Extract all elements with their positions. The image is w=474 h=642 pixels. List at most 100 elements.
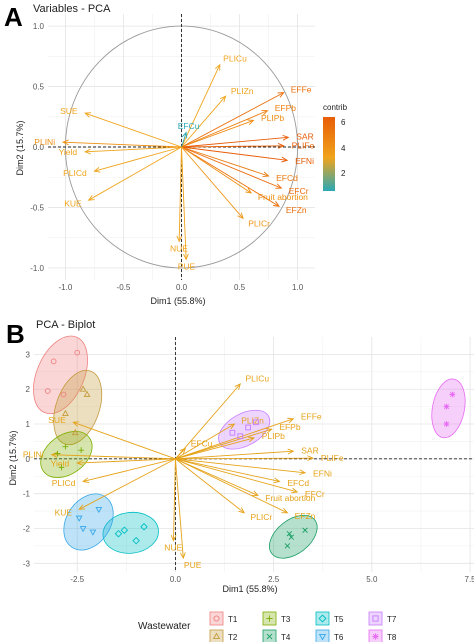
contrib-tick-2: 2 — [341, 169, 346, 178]
point-t2-4 — [62, 409, 69, 416]
panel-a-arrowhead-sar — [282, 134, 290, 141]
legend-label-t2: T2 — [228, 633, 238, 642]
point-t8-2 — [449, 391, 456, 398]
panel-b-label-efpb: EFPb — [279, 422, 301, 432]
panel-b-label-sue: SUE — [48, 415, 66, 425]
panel-a-x-tick-label: 0.5 — [234, 283, 246, 292]
panel-b-arrowhead-pue — [180, 552, 186, 560]
legend-label-t3: T3 — [281, 615, 291, 624]
point-t7-3 — [253, 419, 259, 426]
legend-symbol-t7 — [372, 615, 379, 622]
panel-b-arrowhead-plini — [50, 451, 58, 458]
panel-a-label-efcr: EFCr — [289, 186, 309, 196]
panel-b-y-tick-label: -2 — [23, 524, 31, 533]
panel-a-x-tick-label: 0.0 — [176, 283, 188, 292]
panel-a-arrow-plicd — [94, 146, 182, 172]
wastewater-legend: T1 T2 T3 T4 T5 T6 T7 T8 — [209, 611, 397, 642]
panel-a-arrow-sar — [181, 136, 289, 148]
panel-b-arrowhead-efpb — [265, 428, 273, 434]
panel-b-arrowhead-plicd — [82, 477, 90, 483]
panel-b-label-efcr: EFCr — [305, 489, 325, 499]
panel-b-arrow-nue — [173, 458, 176, 541]
panel-a-arrowhead-efpb — [261, 110, 269, 116]
panel-a-arrowhead-plicr — [237, 212, 244, 220]
panel-a-label-nue: NUE — [170, 243, 188, 253]
legend-symbol-t1 — [213, 615, 220, 622]
panel-b-arrowhead-yield — [76, 459, 83, 466]
panel-a-arrowhead-efni — [281, 156, 289, 163]
panel-b-arrowhead-efcr — [291, 487, 299, 494]
panel-b-arrow-plicd — [83, 458, 176, 482]
panel-a-arrowhead-plini — [61, 139, 69, 146]
panel-b-arrowhead-efcd — [273, 477, 281, 484]
panel-a-label-sar: SAR — [296, 132, 313, 142]
legend-key-t5 — [315, 611, 330, 626]
panel-b-label-nue: NUE — [164, 543, 182, 553]
panel-b-x-tick-label: 7.5 — [465, 575, 474, 584]
contrib-legend-title: contrib — [323, 103, 348, 112]
legend-label-t1: T1 — [228, 615, 238, 624]
panel-a-label-efcd: EFCd — [276, 173, 298, 183]
panel-b-title: PCA - Biplot — [36, 319, 95, 331]
panel-b-label-plicd: PLICd — [52, 478, 76, 488]
panel-b-arrowhead-sar — [287, 448, 295, 455]
panel-b-label-fruit-abortion: Fruit abortion — [265, 493, 315, 503]
panel-a-arrowhead-plizn — [219, 95, 227, 103]
variables-pca-chart: -1.0 -0.5 0.0 0.5 1.0 -1.0 -0.5 0.0 0.5 1.0 PLICu P… — [30, 14, 315, 292]
panel-a-arrowhead-yield — [84, 148, 91, 155]
panel-a-x-axis-title: Dim1 (55.8%) — [150, 296, 205, 306]
panel-b-y-axis-title: Dim2 (15.7%) — [8, 430, 18, 485]
panel-b-arrowhead-plife — [307, 455, 315, 462]
panel-b-x-axis-title: Dim1 (55.8%) — [222, 584, 277, 594]
panel-a-label-fruit-abortion: Fruit abortion — [258, 192, 308, 202]
panel-a-arrowhead-plife — [277, 142, 285, 149]
point-t3-2 — [54, 450, 61, 457]
panel-a-arrow-efni — [181, 146, 288, 161]
panel-b-x-tick-label: 2.5 — [268, 575, 280, 584]
point-t2-3 — [71, 428, 79, 436]
panel-b-arrowhead-sue — [72, 421, 80, 427]
panel-a-arrow-plizn — [181, 95, 226, 148]
panel-b-arrow-plicr — [175, 458, 245, 514]
panel-b-label-sar: SAR — [301, 446, 318, 456]
point-t7-4 — [245, 424, 251, 431]
panel-b-y-tick-label: -1 — [23, 490, 31, 499]
panel-a-label-kue: KUE — [64, 199, 82, 209]
panel-b-arrowhead-kue — [78, 504, 86, 510]
group-ellipse-t3 — [40, 431, 93, 478]
legend-label-t8: T8 — [387, 633, 397, 642]
panel-a-arrowhead-plicu — [214, 63, 221, 71]
point-t3-3 — [58, 464, 65, 471]
panel-b-label-yield: Yield — [51, 458, 70, 468]
panel-b-label-efcd: EFCd — [287, 478, 309, 488]
point-t6-3 — [75, 515, 83, 522]
point-t2-2 — [83, 390, 91, 397]
point-t1-3 — [44, 388, 51, 394]
panel-b-label-efcu: EFCu — [191, 438, 213, 448]
panel-a-y-tick-label: -0.5 — [30, 203, 44, 212]
panel-a-arrow-efcu — [181, 132, 187, 148]
panel-b-arrowhead-fruit-abortion — [251, 490, 259, 496]
point-t6-2 — [95, 506, 103, 514]
panel-a-arrowhead-pue — [183, 253, 189, 261]
panel-b-arrowhead-nue — [170, 534, 177, 542]
panel-b-arrow-plife — [175, 457, 313, 460]
wastewater-legend-title: Wastewater — [138, 621, 191, 632]
panel-b-y-tick-label: 0 — [26, 455, 31, 464]
panel-b-label-plizn: PLIZn — [241, 415, 264, 425]
point-t5-2 — [140, 522, 148, 531]
panel-b-y-tick-label: 2 — [26, 385, 31, 394]
panel-a-label-plife: PLIFe — [292, 141, 315, 151]
panel-a-label-efcu: EFCu — [178, 121, 200, 131]
panel-b-arrow-efni — [175, 458, 306, 474]
panel-b-y-tick-label: -3 — [23, 559, 31, 568]
panel-a-letter: A — [4, 2, 23, 32]
contrib-tick-4: 4 — [341, 144, 346, 153]
panel-a-arrowhead-plicd — [93, 167, 101, 173]
panel-a-label-plipb: PLIPb — [261, 113, 284, 123]
point-t4-2 — [288, 534, 295, 540]
panel-a-y-tick-label: 1.0 — [33, 22, 45, 31]
panel-a-arrow-sue — [84, 112, 182, 148]
panel-a-arrow-plicu — [181, 64, 221, 148]
